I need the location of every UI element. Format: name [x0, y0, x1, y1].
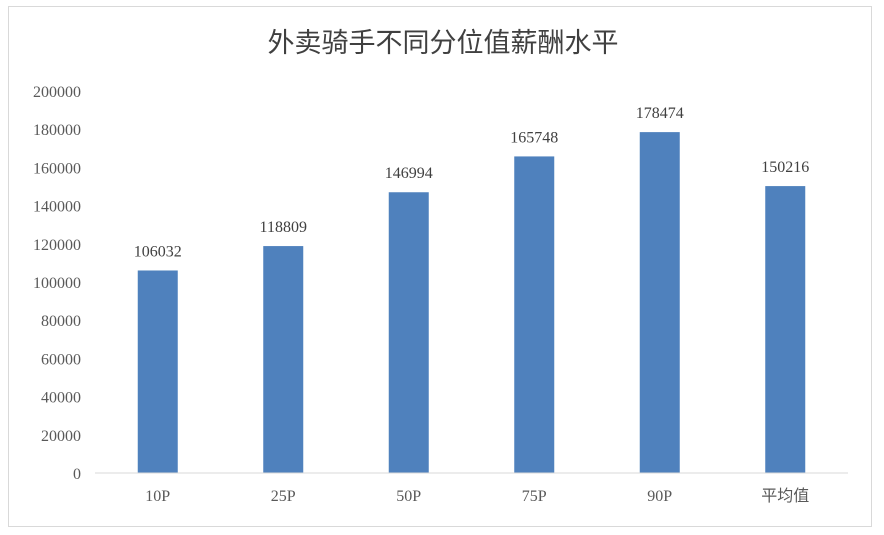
x-category-label: 50P — [396, 488, 421, 505]
chart-title: 外卖骑手不同分位值薪酬水平 — [268, 28, 619, 59]
x-category-label: 25P — [271, 488, 296, 505]
y-tick-label: 140000 — [33, 199, 81, 216]
data-labels: 106032 118809 146994 165748 178474 150216 — [134, 105, 810, 260]
data-label: 106032 — [134, 243, 182, 260]
y-tick-label: 60000 — [41, 351, 81, 368]
x-category-label: 75P — [522, 488, 547, 505]
y-tick-label: 200000 — [33, 84, 81, 101]
bar — [514, 156, 555, 473]
y-axis-ticks: 0 20000 40000 60000 80000 100000 120000 140000 1… — [33, 84, 81, 483]
y-tick-label: 40000 — [41, 390, 81, 407]
bars — [137, 132, 806, 473]
bar — [137, 270, 178, 473]
y-tick-label: 160000 — [33, 160, 81, 177]
x-axis-categories: 10P 25P 50P 75P 90P 平均值 — [145, 487, 809, 505]
y-tick-label: 100000 — [33, 275, 81, 292]
y-tick-label: 80000 — [41, 313, 81, 330]
x-category-label: 90P — [647, 488, 672, 505]
data-label: 178474 — [636, 105, 684, 122]
x-category-label: 平均值 — [761, 487, 809, 505]
bar — [263, 246, 304, 473]
x-category-label: 10P — [145, 488, 170, 505]
y-tick-label: 20000 — [41, 428, 81, 445]
y-tick-label: 0 — [73, 466, 81, 483]
data-label: 146994 — [385, 165, 433, 182]
y-tick-label: 180000 — [33, 122, 81, 139]
bar — [388, 192, 429, 473]
data-label: 165748 — [510, 129, 558, 146]
bar — [639, 132, 680, 473]
data-label: 118809 — [260, 219, 307, 236]
data-label: 150216 — [761, 159, 809, 176]
bar — [765, 186, 806, 473]
y-tick-label: 120000 — [33, 237, 81, 254]
